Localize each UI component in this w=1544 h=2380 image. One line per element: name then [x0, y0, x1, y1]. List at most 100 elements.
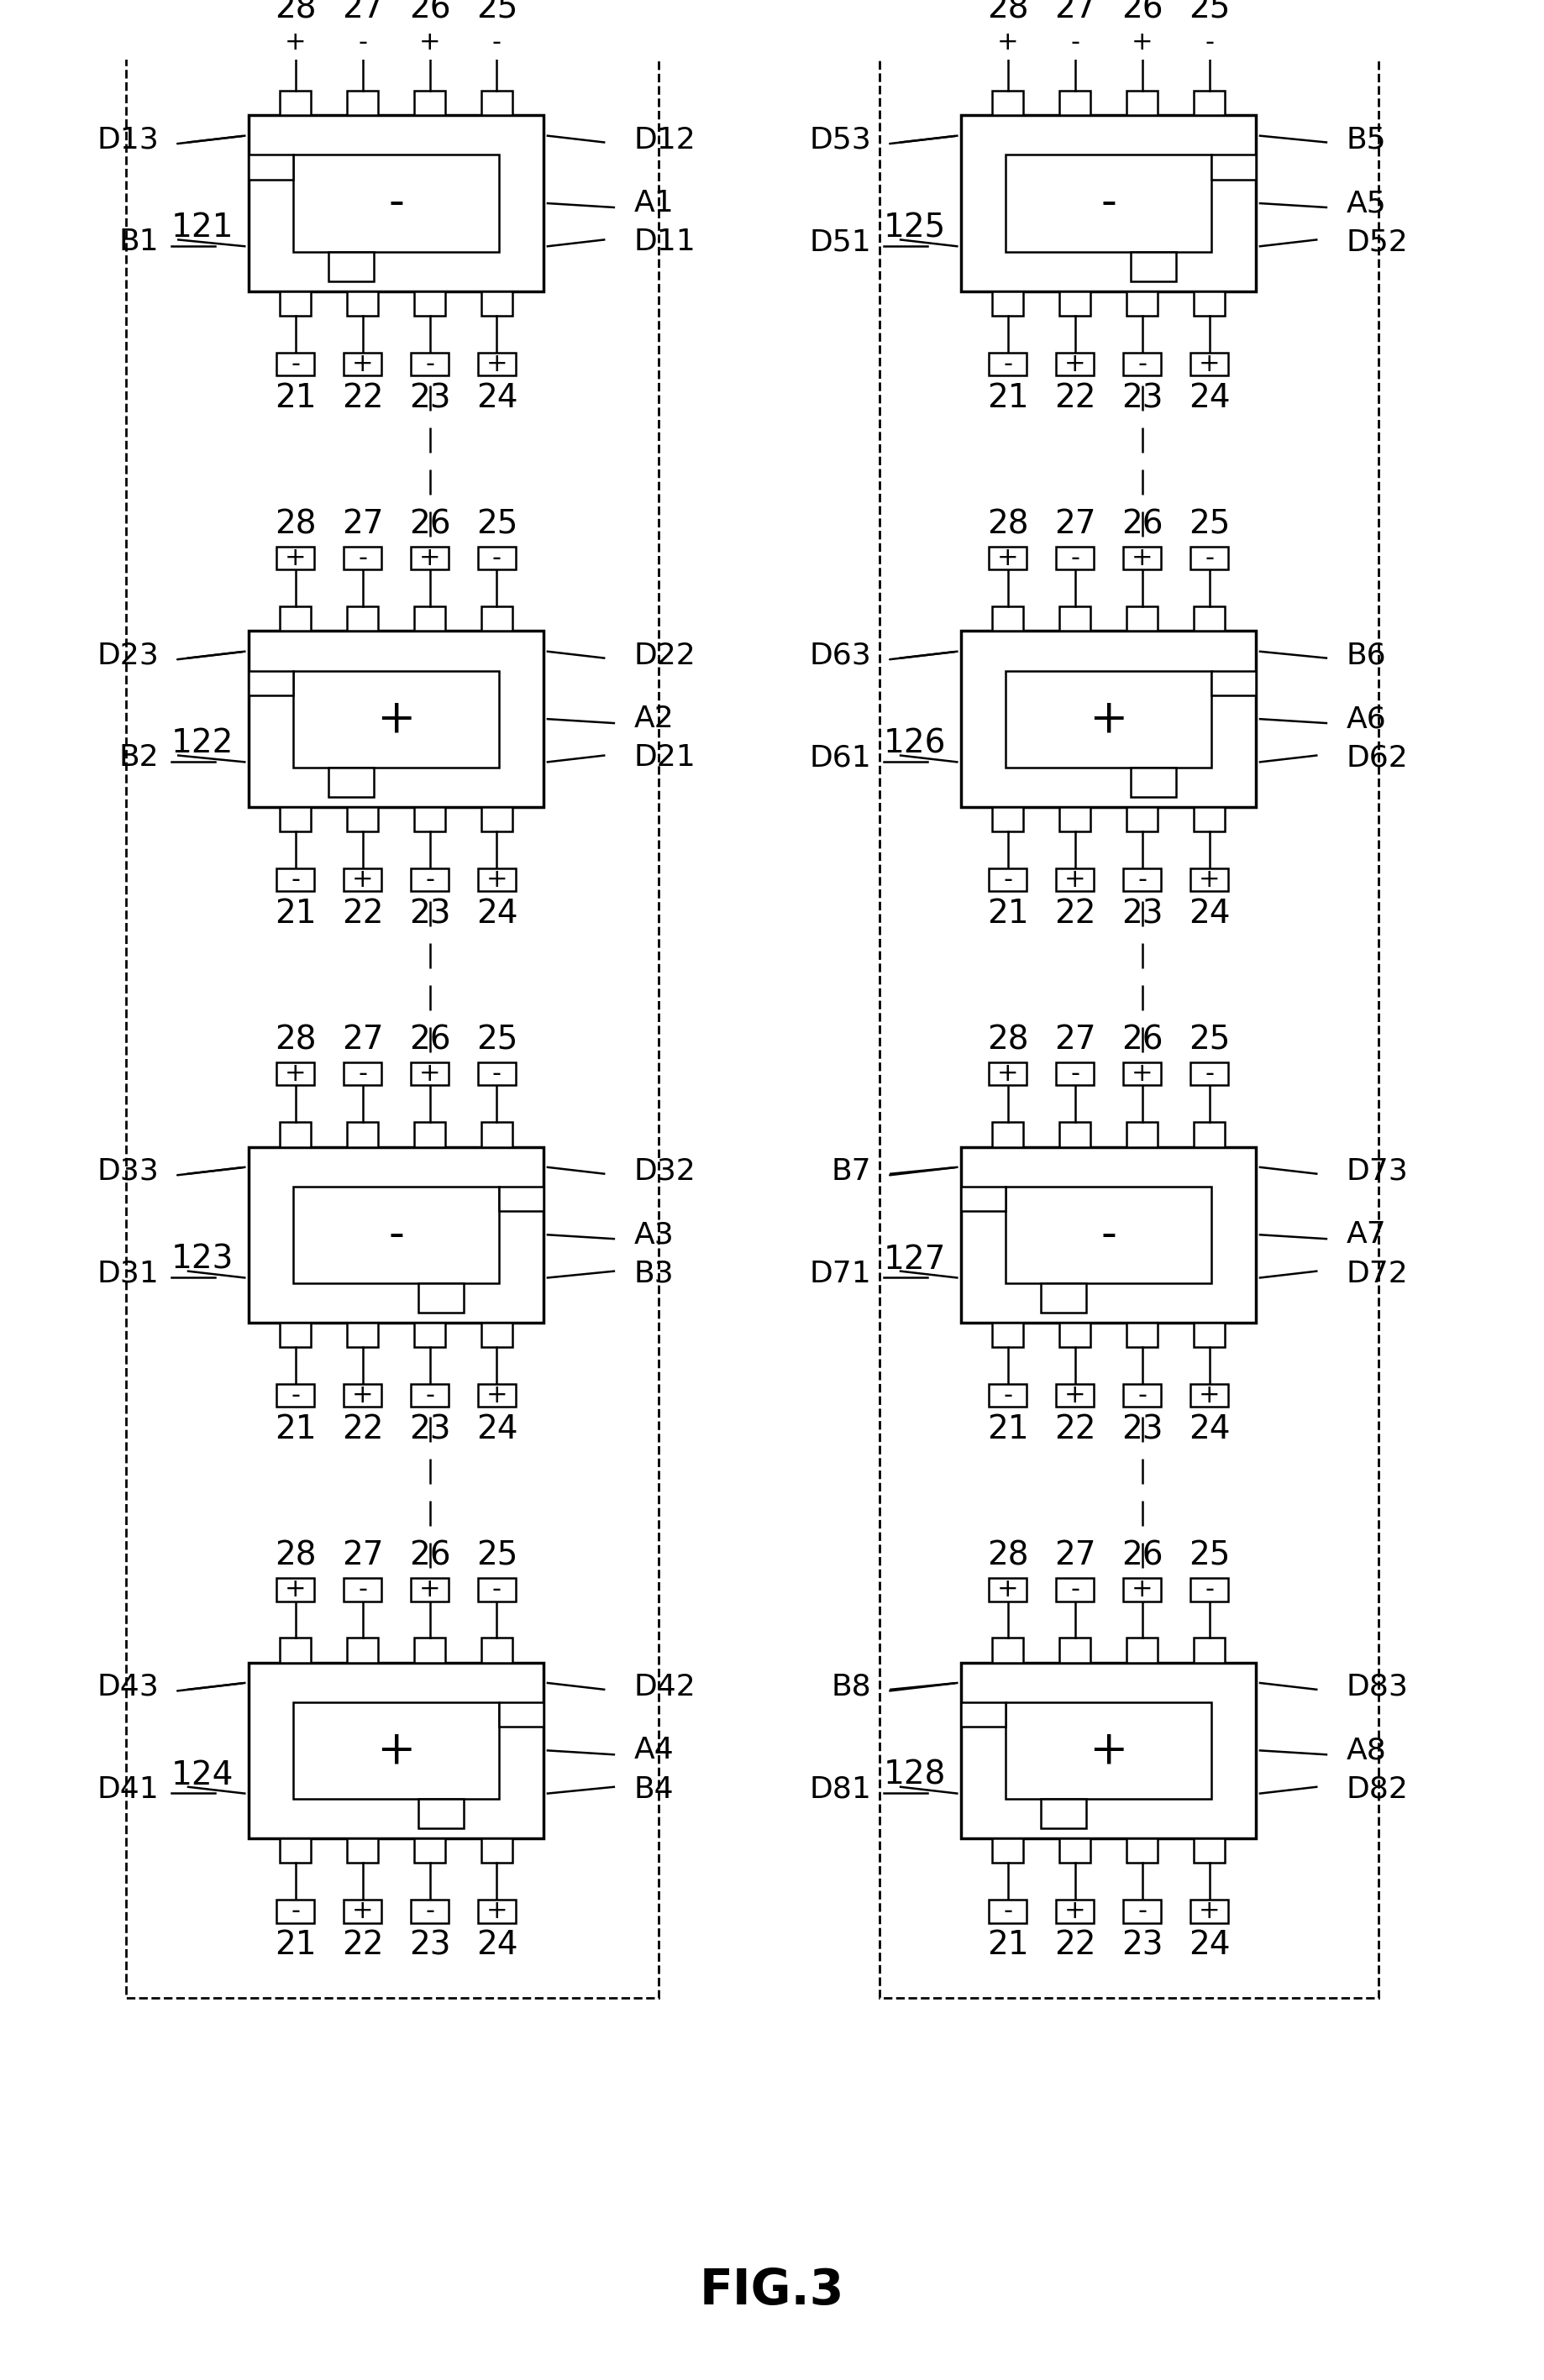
- Polygon shape: [1124, 1061, 1161, 1085]
- Polygon shape: [962, 114, 1255, 290]
- Text: +: +: [1064, 1383, 1085, 1409]
- Polygon shape: [347, 90, 378, 114]
- Polygon shape: [1212, 155, 1255, 178]
- Text: +: +: [1198, 1383, 1220, 1409]
- Text: 26: 26: [1121, 1540, 1163, 1571]
- Polygon shape: [1127, 807, 1158, 831]
- Text: +: +: [1064, 869, 1085, 892]
- Text: 27: 27: [341, 1540, 383, 1571]
- Polygon shape: [1194, 1837, 1224, 1864]
- Text: 26: 26: [1121, 509, 1163, 540]
- Text: 23: 23: [1121, 897, 1163, 931]
- Polygon shape: [276, 1899, 315, 1923]
- Polygon shape: [1127, 90, 1158, 114]
- Text: 28: 28: [987, 0, 1028, 24]
- Polygon shape: [482, 1123, 513, 1147]
- Text: +: +: [1064, 352, 1085, 376]
- Text: 21: 21: [987, 1414, 1028, 1445]
- Polygon shape: [276, 1385, 315, 1407]
- Text: +: +: [418, 1578, 440, 1602]
- Polygon shape: [993, 90, 1024, 114]
- Text: D43: D43: [97, 1673, 159, 1702]
- Text: -: -: [1070, 1578, 1079, 1602]
- Polygon shape: [1059, 1637, 1090, 1664]
- Text: 28: 28: [275, 1540, 317, 1571]
- Polygon shape: [293, 155, 499, 252]
- Text: -: -: [1004, 869, 1013, 892]
- Polygon shape: [279, 1323, 310, 1347]
- Polygon shape: [414, 1637, 445, 1664]
- Polygon shape: [993, 1837, 1024, 1864]
- Polygon shape: [1190, 352, 1227, 376]
- Polygon shape: [482, 290, 513, 317]
- Text: 24: 24: [1189, 383, 1231, 414]
- Text: +: +: [352, 1899, 374, 1923]
- Text: +: +: [486, 352, 508, 376]
- Text: +: +: [486, 1383, 508, 1409]
- Polygon shape: [1041, 1283, 1085, 1314]
- Polygon shape: [276, 31, 315, 55]
- Text: -: -: [1070, 31, 1079, 55]
- Polygon shape: [344, 1899, 381, 1923]
- Text: 25: 25: [476, 509, 517, 540]
- Text: 21: 21: [275, 897, 317, 931]
- Text: D63: D63: [809, 640, 871, 669]
- Text: D71: D71: [809, 1259, 871, 1288]
- Text: -: -: [425, 352, 434, 376]
- Text: B1: B1: [119, 228, 159, 257]
- Polygon shape: [1190, 869, 1227, 892]
- Text: 21: 21: [987, 383, 1028, 414]
- Text: D23: D23: [97, 640, 159, 669]
- Text: A6: A6: [1346, 704, 1387, 733]
- Polygon shape: [1194, 90, 1224, 114]
- Text: 28: 28: [987, 509, 1028, 540]
- Text: +: +: [377, 1728, 415, 1773]
- Text: 23: 23: [409, 897, 451, 931]
- Text: 27: 27: [1055, 1023, 1096, 1057]
- Text: -: -: [290, 1899, 300, 1923]
- Polygon shape: [482, 90, 513, 114]
- Polygon shape: [344, 1061, 381, 1085]
- Text: 22: 22: [1055, 1930, 1096, 1961]
- Text: 26: 26: [409, 1023, 451, 1057]
- Text: -: -: [1204, 1578, 1214, 1602]
- Polygon shape: [344, 547, 381, 569]
- Text: D32: D32: [633, 1157, 695, 1185]
- Polygon shape: [479, 869, 516, 892]
- Text: -: -: [425, 1383, 434, 1409]
- Text: 27: 27: [1055, 0, 1096, 24]
- Polygon shape: [1127, 1323, 1158, 1347]
- Polygon shape: [990, 352, 1027, 376]
- Polygon shape: [411, 31, 449, 55]
- Text: 23: 23: [1121, 1414, 1163, 1445]
- Text: D11: D11: [633, 228, 695, 257]
- Text: 24: 24: [476, 1414, 517, 1445]
- Text: B7: B7: [831, 1157, 871, 1185]
- Polygon shape: [1059, 1123, 1090, 1147]
- Polygon shape: [1124, 547, 1161, 569]
- Text: A7: A7: [1346, 1221, 1387, 1250]
- Polygon shape: [279, 1123, 310, 1147]
- Polygon shape: [1127, 1637, 1158, 1664]
- Text: -: -: [358, 1061, 367, 1085]
- Text: +: +: [377, 695, 415, 743]
- Text: 23: 23: [1121, 1930, 1163, 1961]
- Polygon shape: [479, 1385, 516, 1407]
- Text: 21: 21: [987, 897, 1028, 931]
- Text: 27: 27: [341, 0, 383, 24]
- Polygon shape: [414, 1323, 445, 1347]
- Text: -: -: [388, 1211, 405, 1257]
- Polygon shape: [962, 1702, 1005, 1726]
- Text: D13: D13: [97, 126, 159, 155]
- Text: 25: 25: [1189, 0, 1231, 24]
- Text: -: -: [290, 1383, 300, 1409]
- Text: -: -: [425, 1899, 434, 1923]
- Text: 22: 22: [341, 1414, 383, 1445]
- Polygon shape: [279, 1637, 310, 1664]
- Polygon shape: [1124, 1899, 1161, 1923]
- Text: +: +: [1132, 1061, 1153, 1085]
- Text: D52: D52: [1346, 228, 1408, 257]
- Polygon shape: [1190, 1578, 1227, 1602]
- Polygon shape: [1212, 671, 1255, 695]
- Text: +: +: [1064, 1899, 1085, 1923]
